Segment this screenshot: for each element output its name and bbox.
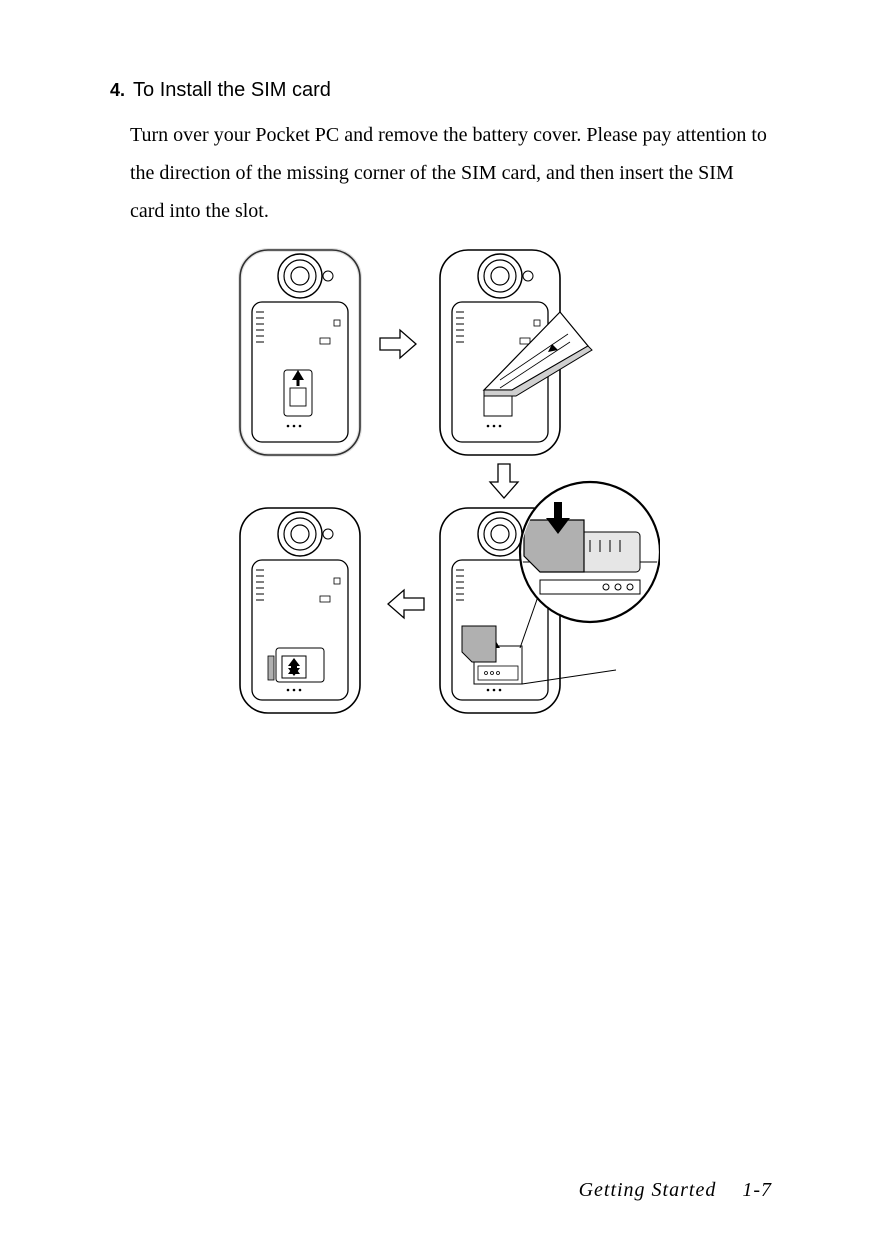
footer-page-number: 1-7 [742, 1179, 772, 1201]
sim-install-diagram [230, 240, 660, 720]
step-heading: 4. To Install the SIM card [110, 78, 772, 102]
step-number: 4. [110, 80, 125, 102]
step-body: Turn over your Pocket PC and remove the … [130, 116, 770, 230]
page-footer: Getting Started 1-7 [579, 1179, 772, 1202]
footer-section: Getting Started [579, 1179, 717, 1201]
step-title: To Install the SIM card [133, 78, 331, 102]
